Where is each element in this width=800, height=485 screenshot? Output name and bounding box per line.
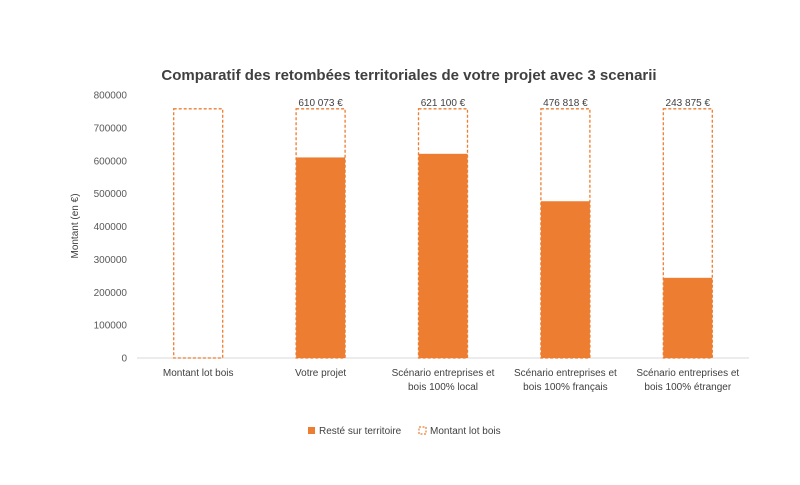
legend-label: Montant lot bois xyxy=(430,426,501,437)
legend-swatch-montant-lot-bois xyxy=(418,426,427,435)
bar-montant-lot-bois xyxy=(295,108,346,359)
y-tick-label: 300000 xyxy=(94,255,128,266)
bar-montant-lot-bois xyxy=(662,108,713,359)
bar-reste-sur-territoire xyxy=(540,201,590,358)
bar-montant-lot-bois xyxy=(417,108,469,359)
chart-title: Comparatif des retombées territoriales d… xyxy=(161,67,656,84)
bar-reste-sur-territoire xyxy=(663,277,713,358)
x-tick-label: bois 100% français xyxy=(523,382,608,393)
x-tick-label: Scénario entreprises et xyxy=(636,368,739,379)
y-tick-label: 700000 xyxy=(94,123,128,134)
data-label: 621 100 € xyxy=(421,98,466,109)
legend-label: Resté sur territoire xyxy=(319,426,402,437)
bar-montant-lot-bois xyxy=(540,108,591,359)
y-tick-label: 200000 xyxy=(94,288,128,299)
y-tick-label: 0 xyxy=(121,354,127,365)
bar-reste-sur-territoire xyxy=(418,153,468,358)
bar-montant-lot-bois xyxy=(173,108,224,359)
category-labels: Montant lot bois Votre projet Scénario ent… xyxy=(163,368,740,393)
legend-swatch-reste-sur-territoire xyxy=(308,427,315,434)
x-tick-label: bois 100% étranger xyxy=(644,382,731,393)
y-axis-ticks: 0 100000 200000 300000 400000 500000 600000 700… xyxy=(94,91,128,365)
y-tick-label: 600000 xyxy=(94,156,128,167)
bars xyxy=(173,108,713,359)
data-label: 476 818 € xyxy=(543,98,588,109)
x-tick-label: Montant lot bois xyxy=(163,368,234,379)
y-tick-label: 800000 xyxy=(94,91,128,102)
x-tick-label: Scénario entreprises et xyxy=(392,368,495,379)
y-tick-label: 400000 xyxy=(94,222,128,233)
y-axis-title: Montant (en €) xyxy=(70,193,81,258)
data-label: 243 875 € xyxy=(666,98,711,109)
x-tick-label: Scénario entreprises et xyxy=(514,368,617,379)
x-tick-label: Votre projet xyxy=(295,368,346,379)
x-tick-label: bois 100% local xyxy=(408,382,478,393)
legend: Resté sur territoire Montant lot bois xyxy=(308,426,501,437)
data-labels: 610 073 € 621 100 € 476 818 € 243 875 € xyxy=(298,98,710,109)
y-tick-label: 500000 xyxy=(94,189,128,200)
y-tick-label: 100000 xyxy=(94,321,128,332)
bar-reste-sur-territoire xyxy=(296,157,346,358)
data-label: 610 073 € xyxy=(298,98,343,109)
